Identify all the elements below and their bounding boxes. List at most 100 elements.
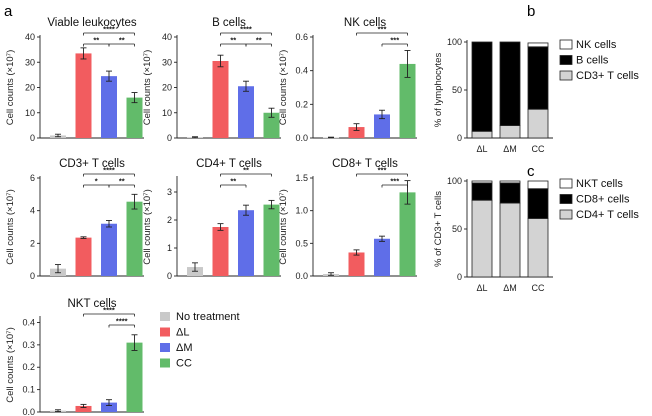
bar-2 [374, 238, 390, 276]
y-tick-label: 1 [167, 243, 172, 253]
chart-title: CD3+ T cells [59, 158, 125, 170]
stacked-chart-7: 0 50 100% of lymphocytes ΔL ΔM CC NK cells B ce… [433, 37, 639, 154]
stack-segment-2 [527, 180, 549, 190]
stack-segment-0 [527, 218, 549, 278]
bar-3 [263, 112, 280, 138]
y-tick-label: 100 [447, 176, 462, 186]
stack-legend-label: CD3+ T cells [576, 70, 639, 82]
legend-swatch-1 [160, 327, 170, 337]
stack-legend-swatch [559, 178, 573, 189]
legend-swatch-0 [160, 312, 170, 321]
y-tick-label: 10 [162, 108, 172, 118]
bar-chart-5: CD8+ T cells 0.0 0.5 1.0 1.5 Cell counts (×10… [278, 158, 417, 281]
significance-label: ** [119, 36, 125, 45]
bar-chart-2: NK cells 0.0 0.2 0.4 0.6 Cell counts (×10⁷) **… [278, 17, 417, 143]
y-tick-label: 1.0 [295, 206, 308, 216]
stack-legend-swatch [559, 209, 573, 220]
bar-3 [126, 342, 143, 412]
chart-title: CD4+ T cells [196, 158, 262, 170]
y-tick-label: 0 [167, 133, 172, 143]
stack-segment-0 [499, 125, 521, 139]
y-tick-label: 40 [25, 32, 35, 42]
y-tick-label: 20 [25, 83, 35, 93]
y-axis-label: % of lymphocytes [433, 53, 444, 128]
bar-1 [75, 237, 92, 276]
y-axis-label: Cell counts (×10⁷) [278, 189, 289, 265]
bar-3 [263, 204, 280, 276]
chart-title: NK cells [344, 17, 386, 29]
y-tick-label: 0.2 [295, 99, 308, 109]
bar-2 [101, 223, 117, 276]
chart-title: B cells [212, 17, 246, 29]
y-axis-label: Cell counts (×10⁷) [5, 189, 16, 265]
y-tick-label: 0.0 [295, 271, 308, 281]
bar-3 [126, 97, 143, 138]
significance-label: **** [103, 166, 115, 175]
y-tick-label: 0.6 [295, 32, 308, 42]
y-axis-label: % of CD3+ T cells [433, 191, 444, 267]
y-tick-label: 50 [452, 224, 462, 234]
stack-legend-swatch [559, 70, 573, 81]
stack-segment-1 [471, 41, 493, 132]
significance-label: ** [93, 36, 99, 45]
y-tick-label: 0.0 [22, 407, 35, 416]
significance-label: *** [390, 177, 399, 186]
stack-segment-0 [471, 130, 493, 139]
y-tick-label: 4 [30, 206, 35, 216]
x-tick-label: CC [532, 283, 545, 293]
stack-segment-2 [471, 180, 493, 184]
bar-2 [101, 76, 117, 138]
significance-label: **** [116, 317, 128, 326]
y-tick-label: 30 [162, 57, 172, 67]
treatment-legend: No treatment ΔL ΔM CC [160, 311, 240, 370]
y-tick-label: 0.0 [295, 133, 308, 143]
y-tick-label: 0.5 [295, 238, 308, 248]
legend-label-1: ΔL [176, 327, 189, 339]
y-tick-label: 2 [30, 238, 35, 248]
stack-legend-label: CD4+ T cells [576, 209, 639, 221]
panel-label-c: c [527, 163, 535, 180]
x-tick-label: CC [532, 144, 545, 154]
panel-label-a: a [4, 3, 13, 20]
stack-segment-2 [527, 42, 549, 48]
bar-1 [75, 53, 92, 138]
y-tick-label: 3 [167, 187, 172, 197]
bar-1 [348, 127, 365, 138]
stack-segment-1 [499, 182, 521, 204]
x-tick-label: ΔL [476, 283, 487, 293]
y-tick-label: 1.5 [295, 173, 308, 183]
stack-legend-swatch [559, 194, 573, 204]
stack-segment-0 [527, 108, 549, 139]
y-tick-label: 0 [30, 271, 35, 281]
significance-label: *** [390, 36, 399, 45]
stack-segment-1 [527, 46, 549, 110]
bar-2 [101, 402, 117, 412]
y-tick-label: 20 [162, 83, 172, 93]
stack-segment-1 [527, 188, 549, 219]
y-tick-label: 0 [30, 133, 35, 143]
panel-label-b: b [527, 3, 535, 20]
significance-label: *** [378, 166, 387, 175]
stack-legend-swatch [559, 55, 573, 65]
stack-legend-label: B cells [576, 55, 609, 67]
stack-legend-label: NK cells [576, 39, 617, 51]
y-tick-label: 0 [457, 133, 462, 143]
y-axis-label: Cell counts (×10⁷) [142, 50, 153, 126]
stack-segment-0 [471, 199, 493, 278]
chart-title: NKT cells [68, 298, 117, 310]
bar-chart-0: Viable leukocytes 0 10 20 30 40 Cell counts (×… [5, 17, 144, 143]
y-tick-label: 100 [447, 37, 462, 47]
y-tick-label: 0.2 [22, 362, 35, 372]
bar-1 [212, 227, 229, 276]
legend-label-2: ΔM [176, 342, 193, 354]
y-tick-label: 0.4 [295, 66, 308, 76]
y-axis-label: Cell counts (×10⁷) [5, 327, 16, 403]
y-tick-label: 40 [162, 32, 172, 42]
y-axis-label: Cell counts (×10⁷) [278, 50, 289, 126]
x-tick-label: ΔL [476, 144, 487, 154]
y-tick-label: 10 [25, 108, 35, 118]
significance-label: **** [103, 25, 115, 34]
